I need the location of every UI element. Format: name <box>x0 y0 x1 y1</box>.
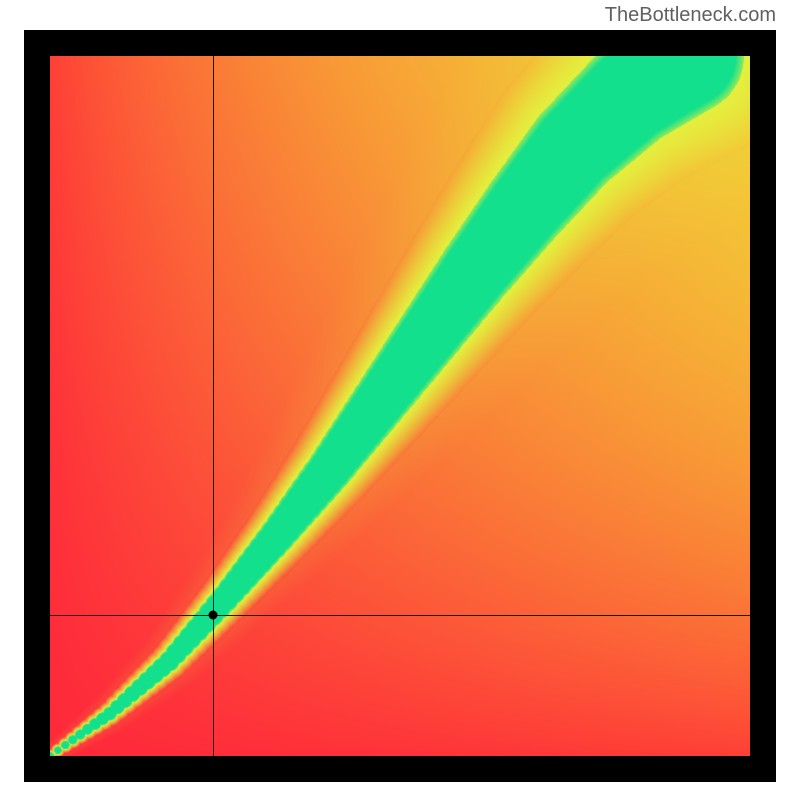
crosshair-marker <box>208 611 217 620</box>
crosshair-vertical <box>213 56 214 756</box>
watermark-text: TheBottleneck.com <box>605 4 776 27</box>
chart-container: TheBottleneck.com <box>0 0 800 800</box>
crosshair-horizontal <box>50 615 750 616</box>
heatmap-canvas <box>50 56 750 756</box>
plot-frame <box>24 30 776 782</box>
